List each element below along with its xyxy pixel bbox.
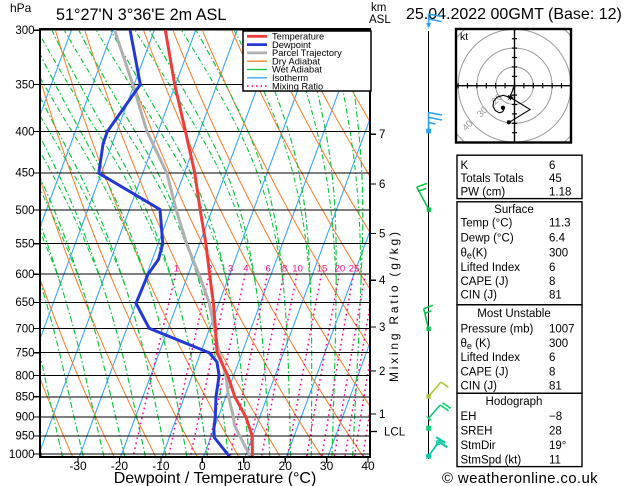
svg-text:400: 400: [15, 126, 34, 138]
svg-text:Dewpoint: Dewpoint: [272, 40, 311, 50]
svg-text:6.4: 6.4: [549, 233, 566, 245]
svg-text:6: 6: [379, 179, 385, 191]
svg-text:6: 6: [549, 262, 555, 274]
svg-text:5: 5: [379, 228, 385, 240]
svg-text:Pressure (mb): Pressure (mb): [461, 324, 534, 336]
svg-text:25.04.2022 00GMT (Base: 12): 25.04.2022 00GMT (Base: 12): [406, 6, 622, 23]
svg-text:8: 8: [549, 366, 555, 378]
svg-text:Wet Adiabat: Wet Adiabat: [272, 65, 322, 75]
svg-text:SREH: SREH: [461, 426, 493, 438]
svg-text:11: 11: [549, 455, 561, 467]
svg-text:Hodograph: Hodograph: [486, 396, 543, 408]
svg-text:700: 700: [15, 323, 34, 335]
svg-text:1.18: 1.18: [549, 187, 571, 199]
svg-text:300: 300: [549, 248, 568, 260]
svg-text:7: 7: [379, 129, 385, 141]
svg-text:Lifted Index: Lifted Index: [461, 352, 521, 364]
svg-text:3: 3: [228, 264, 233, 275]
svg-text:2: 2: [379, 366, 385, 378]
svg-text:© weatheronline.co.uk: © weatheronline.co.uk: [442, 470, 598, 486]
svg-text:θe(K): θe(K): [461, 248, 488, 261]
svg-text:10: 10: [292, 264, 303, 275]
svg-text:Isotherm: Isotherm: [272, 73, 308, 83]
svg-text:900: 900: [15, 412, 34, 424]
svg-text:6: 6: [549, 160, 555, 172]
svg-text:Dewpoint / Temperature (°C): Dewpoint / Temperature (°C): [114, 470, 317, 486]
svg-text:6: 6: [549, 352, 555, 364]
svg-text:−8: −8: [549, 411, 562, 423]
svg-text:350: 350: [15, 79, 34, 91]
svg-text:1: 1: [174, 264, 179, 275]
svg-text:15: 15: [317, 264, 328, 275]
svg-text:40: 40: [361, 459, 375, 473]
svg-text:600: 600: [15, 269, 34, 281]
svg-text:Dry Adiabat: Dry Adiabat: [272, 56, 320, 66]
svg-text:Totals Totals: Totals Totals: [461, 173, 524, 185]
svg-text:550: 550: [15, 238, 34, 250]
svg-text:1000: 1000: [9, 449, 35, 461]
svg-text:750: 750: [15, 348, 34, 360]
svg-text:81: 81: [549, 381, 562, 393]
svg-text:Temperature: Temperature: [272, 32, 324, 42]
svg-text:EH: EH: [461, 411, 477, 423]
svg-text:-20: -20: [111, 459, 129, 473]
svg-text:K: K: [461, 160, 469, 172]
svg-text:Mixing Ratio: Mixing Ratio: [272, 81, 323, 91]
svg-text:CAPE (J): CAPE (J): [461, 276, 509, 288]
svg-text:0: 0: [199, 459, 206, 473]
svg-text:45: 45: [549, 173, 562, 185]
svg-text:8: 8: [282, 264, 287, 275]
svg-text:28: 28: [549, 426, 562, 438]
svg-text:-30: -30: [69, 459, 87, 473]
svg-text:4: 4: [243, 264, 248, 275]
svg-text:20: 20: [279, 459, 293, 473]
svg-text:CIN (J): CIN (J): [461, 381, 498, 393]
svg-text:300: 300: [549, 338, 568, 350]
svg-text:10: 10: [237, 459, 251, 473]
svg-text:850: 850: [15, 392, 34, 404]
svg-text:km: km: [371, 2, 386, 14]
svg-text:8: 8: [549, 276, 555, 288]
svg-text:Lifted Index: Lifted Index: [461, 262, 521, 274]
svg-text:300: 300: [15, 25, 34, 37]
svg-text:Parcel Trajectory: Parcel Trajectory: [272, 48, 342, 58]
svg-text:-10: -10: [152, 459, 170, 473]
svg-text:1: 1: [379, 409, 385, 421]
svg-text:Mixing Ratio (g/kg): Mixing Ratio (g/kg): [387, 232, 401, 382]
svg-text:ASL: ASL: [369, 14, 391, 26]
svg-text:StmSpd (kt): StmSpd (kt): [461, 455, 522, 467]
svg-text:PW (cm): PW (cm): [461, 187, 506, 199]
svg-text:CIN (J): CIN (J): [461, 290, 498, 302]
svg-text:25: 25: [349, 264, 360, 275]
svg-text:6: 6: [266, 264, 271, 275]
svg-text:Dewp (°C): Dewp (°C): [461, 233, 514, 245]
svg-text:20: 20: [335, 264, 346, 275]
svg-text:11.3: 11.3: [549, 217, 571, 229]
svg-text:4: 4: [379, 275, 386, 287]
svg-text:hPa: hPa: [10, 1, 32, 15]
svg-text:Most Unstable: Most Unstable: [477, 308, 551, 320]
svg-text:Temp (°C): Temp (°C): [461, 217, 513, 229]
svg-text:CAPE (J): CAPE (J): [461, 366, 509, 378]
svg-text:1007: 1007: [549, 324, 575, 336]
svg-text:StmDir: StmDir: [461, 440, 496, 452]
svg-text:θe (K): θe (K): [461, 338, 491, 351]
svg-text:650: 650: [15, 297, 34, 309]
svg-text:30: 30: [320, 459, 334, 473]
svg-text:950: 950: [15, 431, 34, 443]
svg-text:Surface: Surface: [494, 204, 534, 216]
svg-text:500: 500: [15, 205, 34, 217]
svg-text:kt: kt: [460, 31, 468, 43]
svg-text:51°27'N 3°36'E 2m ASL: 51°27'N 3°36'E 2m ASL: [56, 6, 226, 24]
svg-text:19°: 19°: [549, 440, 566, 452]
svg-text:800: 800: [15, 370, 34, 382]
svg-text:450: 450: [15, 168, 34, 180]
svg-text:3: 3: [379, 322, 385, 334]
svg-text:LCL: LCL: [384, 427, 406, 439]
svg-text:81: 81: [549, 290, 562, 302]
